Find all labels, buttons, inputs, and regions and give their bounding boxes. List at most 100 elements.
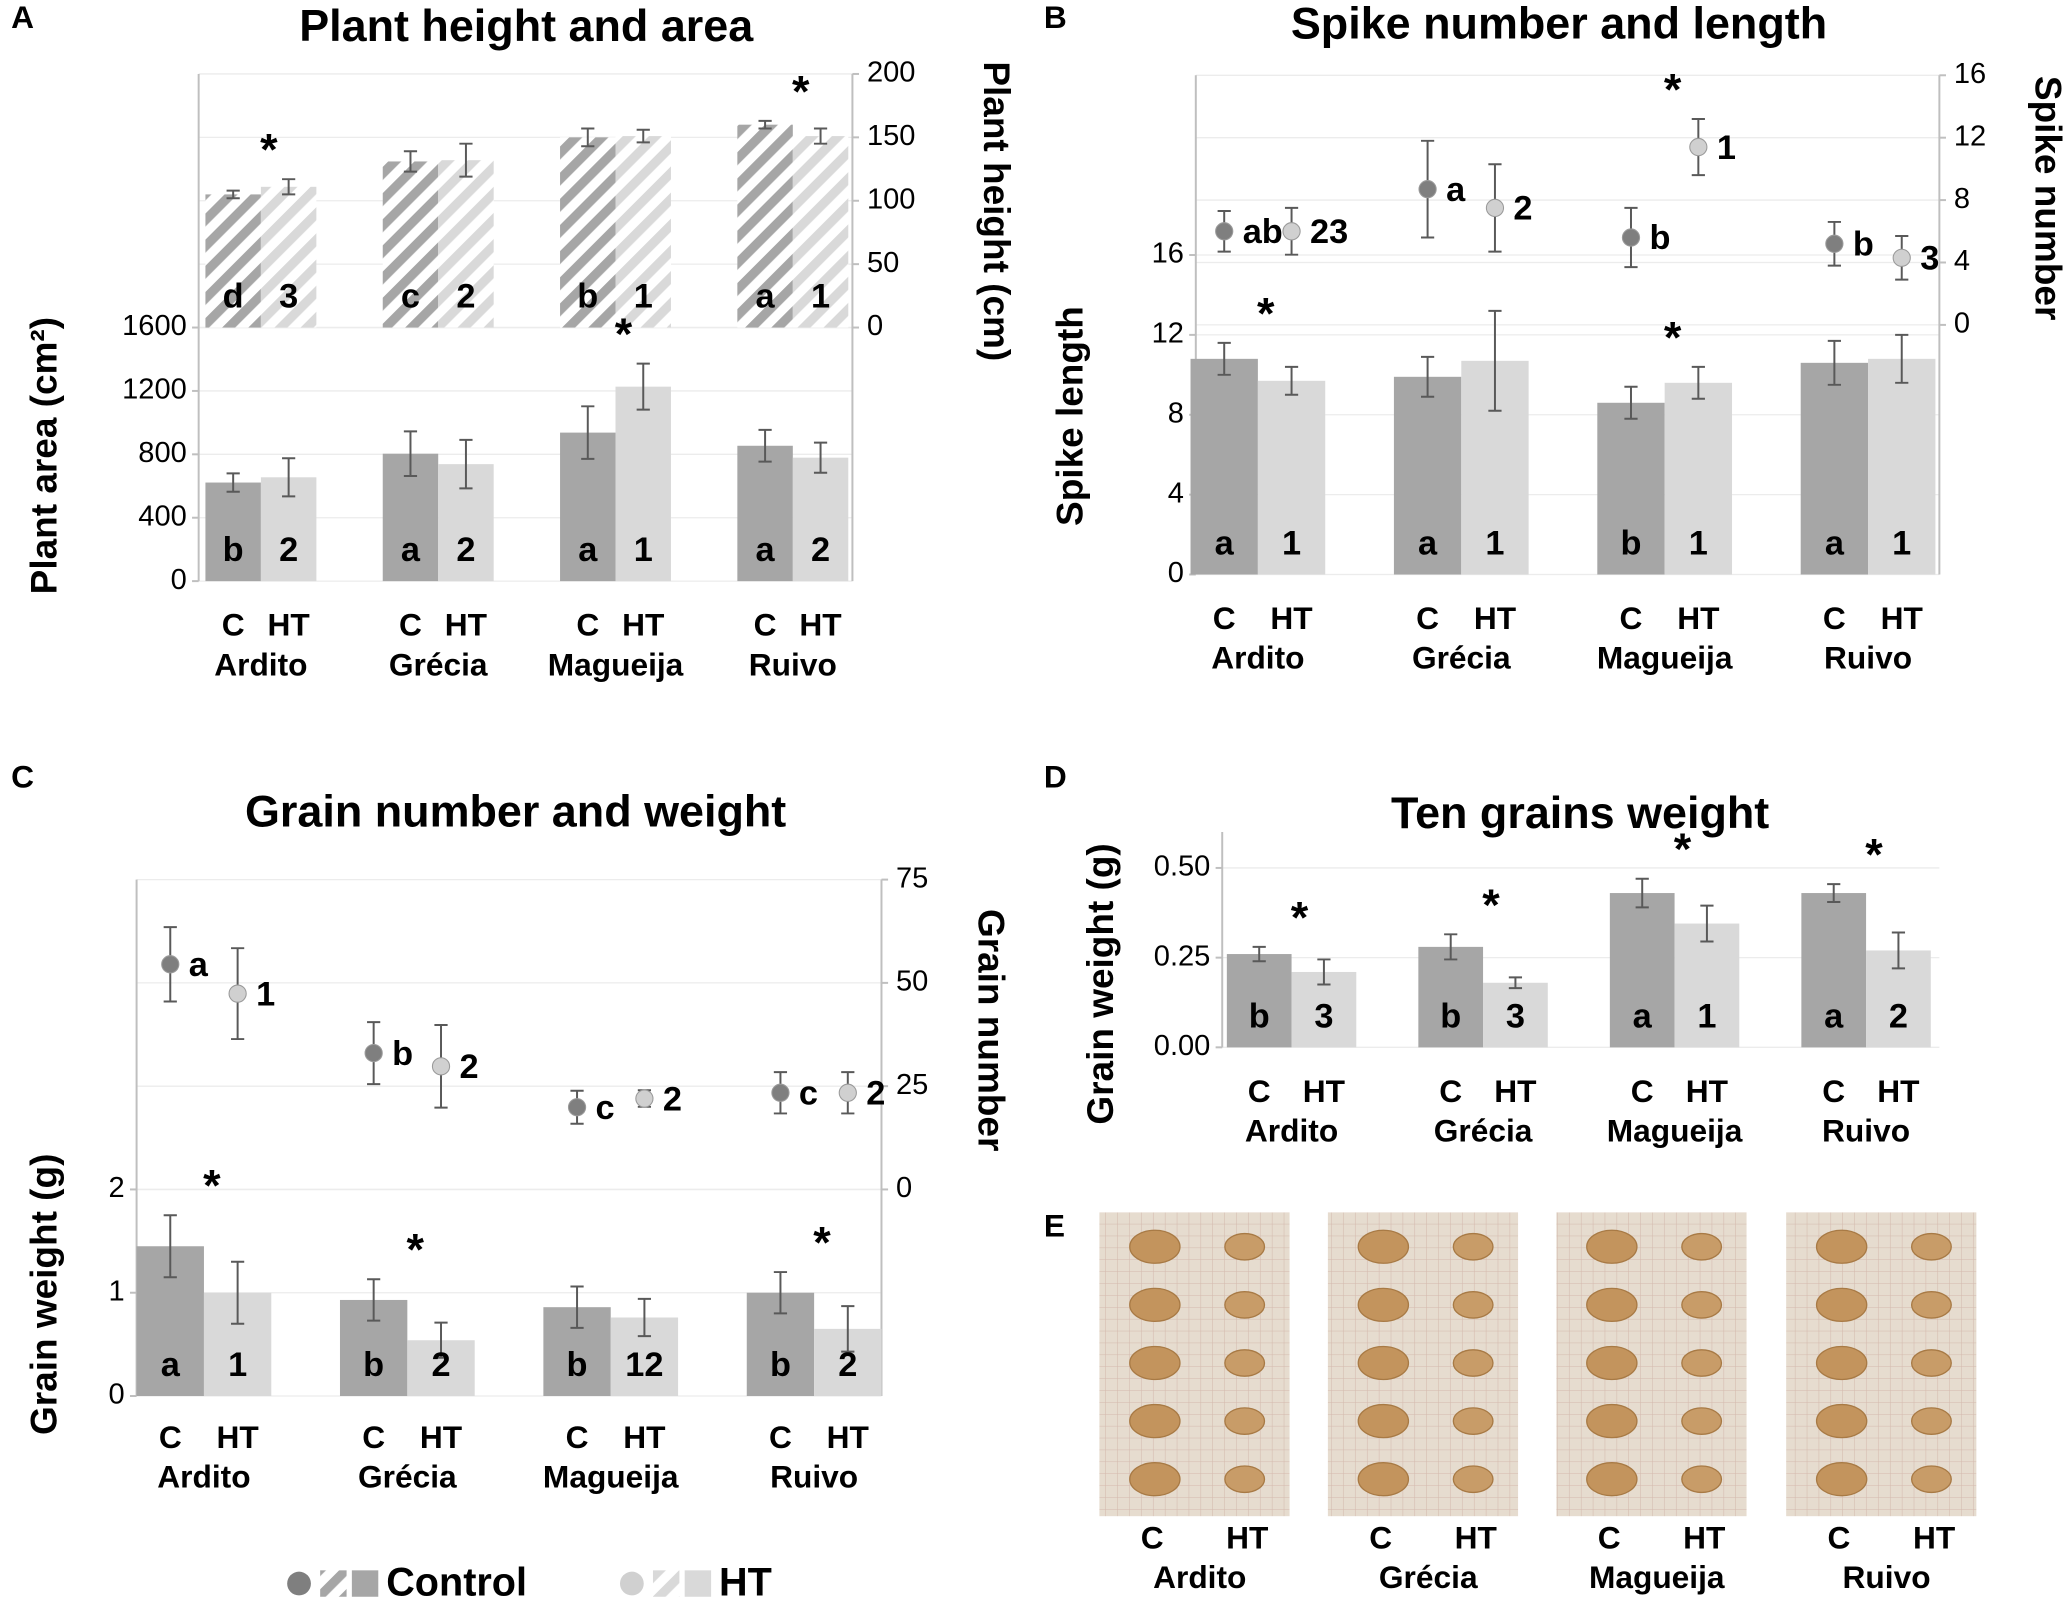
y-tick-label: 1200 — [122, 374, 187, 406]
y2-tick-label: 50 — [867, 247, 899, 279]
significance-letter: a — [578, 531, 598, 569]
grain — [1681, 1291, 1723, 1319]
group-label: C — [566, 1419, 589, 1455]
panel-letter: B — [1044, 0, 1067, 35]
significance-star: * — [260, 124, 278, 175]
error-bar — [1420, 355, 1435, 398]
y-tick-label: 2 — [109, 1172, 125, 1204]
y-tick-label: 400 — [138, 500, 186, 532]
grain — [1815, 1345, 1868, 1381]
x-tick-label: Magueija — [548, 646, 684, 682]
error-bar — [1895, 333, 1909, 384]
grain — [1910, 1407, 1952, 1435]
significance-letter: 2 — [838, 1346, 857, 1384]
grain — [1129, 1345, 1181, 1381]
group-label: C — [1439, 1073, 1462, 1109]
error-bar — [403, 150, 418, 173]
grain — [1129, 1287, 1181, 1323]
grain — [1224, 1465, 1266, 1494]
significance-letter: 2 — [1889, 997, 1908, 1035]
group-label: C — [1416, 600, 1439, 636]
significance-letter: 1 — [1485, 525, 1504, 563]
grain — [1910, 1349, 1952, 1377]
y-tick-label: 1 — [109, 1275, 125, 1307]
significance-letter: 3 — [1920, 240, 1939, 278]
y2-axis-label: Plant height (cm) — [976, 61, 1017, 361]
significance-letter: b — [1440, 997, 1461, 1035]
significance-letter: 3 — [279, 278, 298, 316]
point — [1215, 222, 1234, 241]
hatched-bar — [260, 186, 317, 328]
error-bar — [1891, 931, 1906, 970]
group-label: HT — [799, 607, 842, 643]
significance-letter: 2 — [431, 1346, 450, 1384]
photo-label: Ruivo — [1843, 1559, 1931, 1595]
group-label: C — [159, 1419, 182, 1455]
group-label: C — [1598, 1519, 1621, 1555]
chart-title: Plant height and area — [299, 0, 754, 51]
grain — [1452, 1465, 1494, 1494]
significance-letter: a — [1824, 997, 1844, 1035]
significance-letter: ab — [1243, 213, 1283, 251]
significance-letter: 12 — [625, 1346, 663, 1384]
point — [567, 1098, 587, 1117]
grain — [1910, 1465, 1952, 1494]
point — [1825, 234, 1844, 253]
bar — [1674, 923, 1740, 1048]
significance-star: * — [1291, 891, 1309, 942]
significance-star: * — [1664, 311, 1682, 362]
grain — [1586, 1229, 1638, 1264]
group-label: C — [1369, 1519, 1392, 1555]
legend-swatch — [619, 1571, 644, 1596]
x-tick-label: Grécia — [358, 1459, 457, 1495]
significance-letter: 3 — [1314, 997, 1333, 1035]
error-bar — [813, 127, 828, 145]
hatched-bar — [792, 136, 849, 328]
hatched-bar — [615, 136, 671, 328]
significance-letter: b — [1249, 997, 1270, 1035]
error-bar — [1284, 365, 1299, 396]
group-label: C — [1823, 600, 1846, 636]
grain — [1357, 1462, 1410, 1497]
y-axis-label: Grain weight (g) — [1080, 843, 1121, 1124]
significance-letter: c — [596, 1089, 615, 1127]
y-tick-label: 8 — [1168, 397, 1184, 429]
bar — [205, 482, 261, 582]
panel-letter: D — [1044, 759, 1067, 795]
significance-letter: b — [223, 531, 244, 569]
significance-letter: 3 — [1506, 997, 1525, 1035]
legend-swatch — [652, 1570, 680, 1597]
significance-letter: 1 — [1282, 525, 1301, 563]
chart-title: Spike number and length — [1291, 0, 1827, 48]
panel-letter: C — [11, 759, 34, 795]
bar — [1664, 382, 1733, 575]
group-label: C — [754, 607, 777, 643]
panel-letter: E — [1044, 1208, 1065, 1244]
x-tick-label: Magueija — [543, 1459, 679, 1495]
significance-letter: a — [161, 1346, 181, 1384]
error-bar — [434, 1321, 448, 1359]
y-tick-label: 0 — [171, 564, 187, 596]
error-bar — [226, 472, 240, 493]
group-label: C — [399, 607, 422, 643]
y2-tick-label: 0 — [867, 310, 883, 342]
group-label: C — [769, 1419, 792, 1455]
y2-tick-label: 75 — [896, 862, 928, 894]
grain — [1815, 1462, 1868, 1497]
significance-letter: b — [577, 278, 598, 316]
y-axis-label: Grain weight (g) — [24, 1154, 65, 1435]
point — [228, 984, 247, 1003]
group-label: C — [1822, 1073, 1845, 1109]
significance-letter: 2 — [866, 1074, 885, 1112]
y2-tick-label: 12 — [1954, 120, 1986, 152]
y2-tick-label: 25 — [896, 1069, 928, 1101]
error-bar — [1691, 365, 1705, 400]
grain — [1815, 1287, 1868, 1323]
grain — [1681, 1232, 1723, 1261]
error-bar — [1252, 945, 1266, 963]
bar — [1868, 358, 1936, 575]
point — [1282, 222, 1301, 241]
grain — [1586, 1462, 1638, 1497]
error-bar — [1700, 904, 1714, 943]
